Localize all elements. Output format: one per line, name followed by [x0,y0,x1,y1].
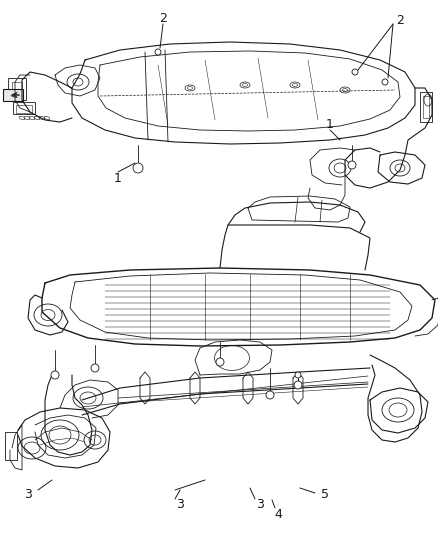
Bar [420,92,432,122]
Text: ◄: ◄ [10,91,16,100]
Circle shape [348,161,356,169]
Circle shape [216,358,224,366]
Text: 1: 1 [326,118,334,132]
Circle shape [295,372,301,378]
Circle shape [91,364,99,372]
Circle shape [266,391,274,399]
Bar [16,105,32,113]
Text: 4: 4 [274,508,282,521]
Circle shape [155,49,161,55]
Text: 3: 3 [256,498,264,512]
Text: 5: 5 [321,489,329,502]
Bar [423,96,429,118]
Text: 1: 1 [114,172,122,184]
Bar [13,102,35,114]
Text: 3: 3 [176,498,184,512]
Circle shape [352,69,358,75]
Text: 2: 2 [159,12,167,25]
Text: 2: 2 [396,13,404,27]
Text: 3: 3 [24,489,32,502]
Circle shape [133,163,143,173]
Bar [3,89,23,101]
Circle shape [294,381,302,389]
Bar [12,82,22,96]
Bar [8,78,26,100]
Bar [5,432,17,460]
Circle shape [51,371,59,379]
Circle shape [382,79,388,85]
